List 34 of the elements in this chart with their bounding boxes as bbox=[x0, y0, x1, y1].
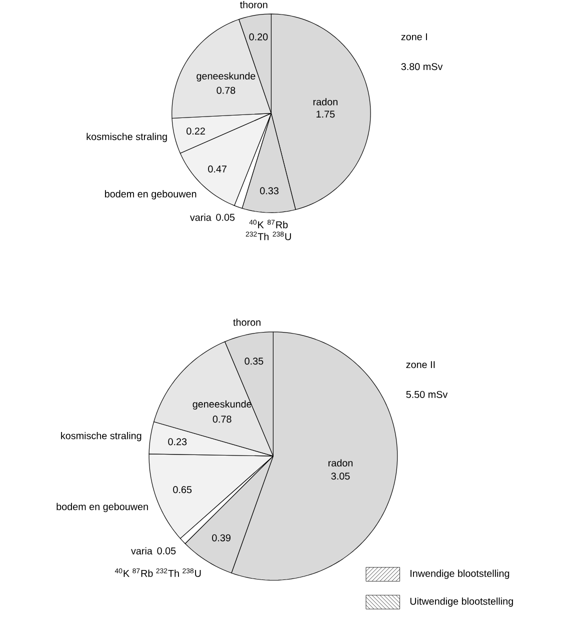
data-label: 0.65 bbox=[173, 486, 192, 494]
data-label: 0.47 bbox=[208, 166, 226, 173]
text: 5.50 mSv bbox=[406, 390, 448, 398]
text: zone II bbox=[406, 361, 435, 368]
slice-label: bodem en gebouwen bbox=[56, 502, 148, 512]
slice-label: bodem en gebouwen bbox=[104, 190, 196, 200]
slice-label: geneeskunde bbox=[196, 72, 256, 82]
data-label: 0.33 bbox=[260, 187, 278, 194]
data-label: 1.75 bbox=[316, 110, 335, 118]
data-label: 0.23 bbox=[168, 438, 187, 446]
data-label: 0.35 bbox=[244, 358, 264, 365]
text: Inwendige blootstelling bbox=[410, 570, 510, 579]
slice-label: $^{40}$K $^{87}$Rb $^{232}$Th $^{238}$U bbox=[114, 568, 201, 577]
data-label: 0.20 bbox=[249, 33, 268, 40]
data-label: 0.22 bbox=[186, 128, 205, 135]
slice-label: varia bbox=[190, 214, 212, 221]
slice-label: thoron bbox=[240, 0, 268, 8]
slice-label: radon bbox=[313, 98, 338, 106]
data-label: 0.78 bbox=[212, 416, 232, 423]
slice-label: radon bbox=[328, 459, 352, 467]
slice-label: varia bbox=[130, 547, 152, 554]
text: 3.80 mSv bbox=[401, 63, 443, 70]
data-label: 0.05 bbox=[216, 214, 235, 221]
text: zone I bbox=[401, 33, 427, 40]
text: Uitwendige blootstelling bbox=[410, 597, 513, 607]
slice-label: geneeskunde bbox=[192, 400, 252, 410]
data-label: 0.39 bbox=[212, 534, 230, 542]
category-label: $^{40}$K $^{87}$Rb $^{232}$Th $^{238}$U bbox=[246, 220, 291, 240]
slice-label: kosmische straling bbox=[86, 132, 167, 142]
data-label: 3.05 bbox=[331, 472, 350, 480]
data-label: 0.78 bbox=[216, 86, 236, 94]
data-label: 0.05 bbox=[157, 547, 176, 554]
slice-label: kosmische straling bbox=[61, 432, 142, 442]
slice-label: thoron bbox=[233, 318, 260, 326]
